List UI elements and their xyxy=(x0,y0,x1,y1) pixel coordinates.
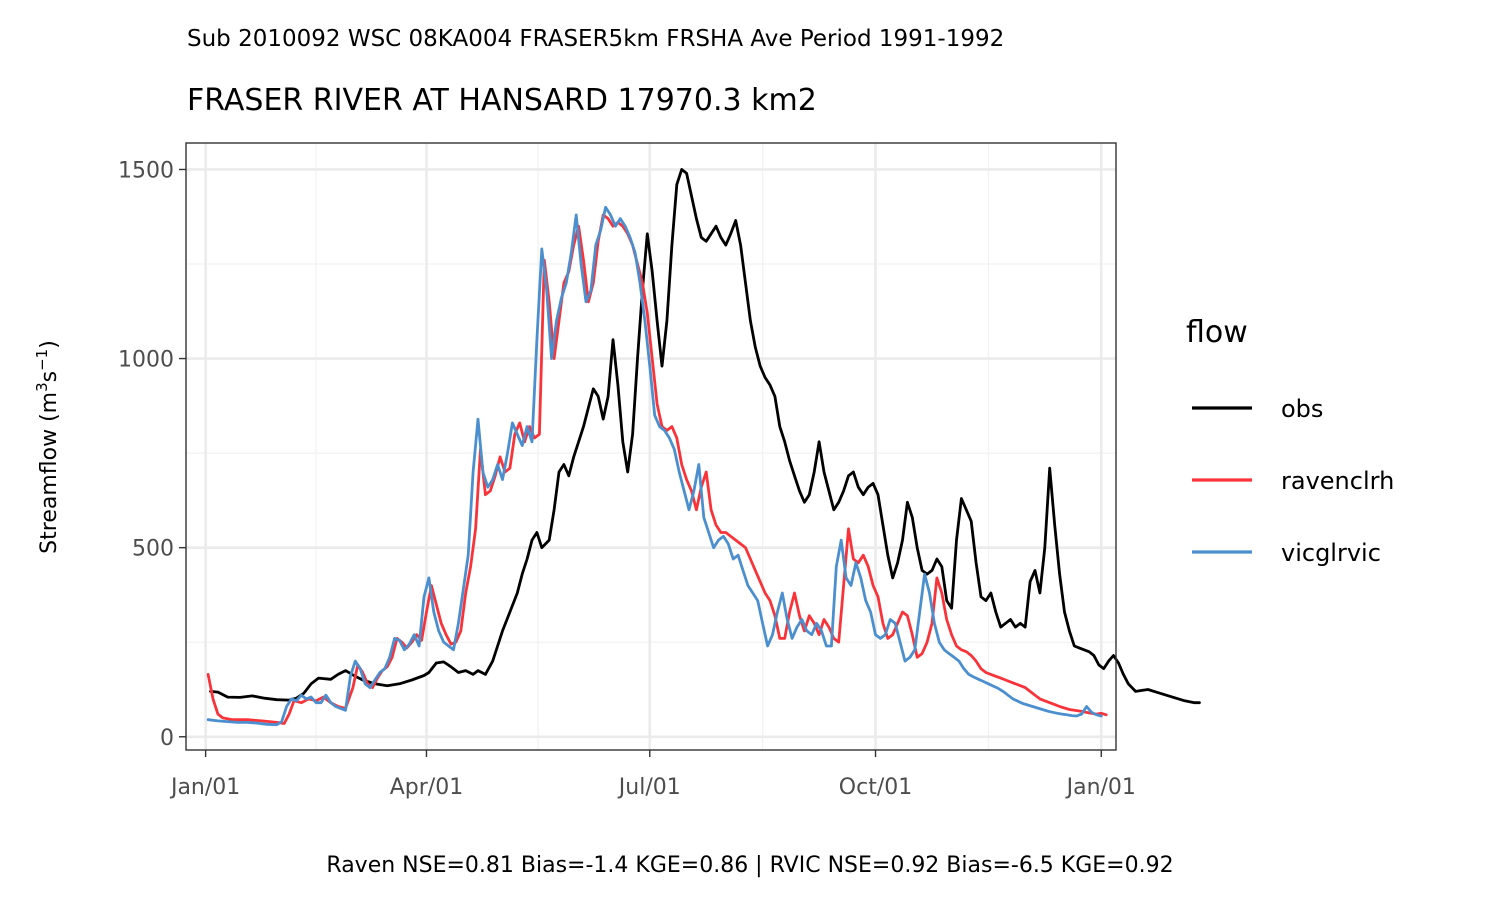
legend-label-ravenclrh: ravenclrh xyxy=(1281,467,1394,495)
legend-label-obs: obs xyxy=(1281,395,1323,423)
legend-label-vicglrvic: vicglrvic xyxy=(1281,539,1381,567)
y-tick-label: 1500 xyxy=(118,158,174,183)
y-tick-label: 1000 xyxy=(118,348,174,373)
legend: flow obs ravenclrh vicglrvic xyxy=(1186,315,1394,567)
x-tick-label: Apr/01 xyxy=(390,775,463,800)
series-line-obs xyxy=(209,168,1201,705)
series-line-vicglrvic xyxy=(206,205,1103,727)
legend-items: obs ravenclrh vicglrvic xyxy=(1192,395,1394,567)
legend-title: flow xyxy=(1186,315,1248,350)
chart-caption: Raven NSE=0.81 Bias=-1.4 KGE=0.86 | RVIC… xyxy=(326,853,1173,878)
chart-subtitle: Sub 2010092 WSC 08KA004 FRASER5km FRSHA … xyxy=(187,26,1004,52)
x-tick-label: Jul/01 xyxy=(617,775,681,800)
axis-ticks: 0 500 1000 1500 Jan/01 Apr/01 Jul/01 Oct/01 Jan/… xyxy=(118,158,1136,800)
grid xyxy=(186,143,1116,750)
chart-title: FRASER RIVER AT HANSARD 17970.3 km2 xyxy=(187,83,817,118)
y-tick-label: 500 xyxy=(132,537,174,562)
y-tick-label: 0 xyxy=(160,726,174,751)
x-tick-label: Jan/01 xyxy=(169,775,240,800)
y-axis-title: Streamflow (m3s−1) xyxy=(33,340,62,554)
x-tick-label: Oct/01 xyxy=(839,775,912,800)
series-line-ravenclrh xyxy=(206,213,1108,725)
series-lines xyxy=(206,168,1201,727)
x-tick-label: Jan/01 xyxy=(1065,775,1136,800)
plot-panel xyxy=(185,142,1117,751)
